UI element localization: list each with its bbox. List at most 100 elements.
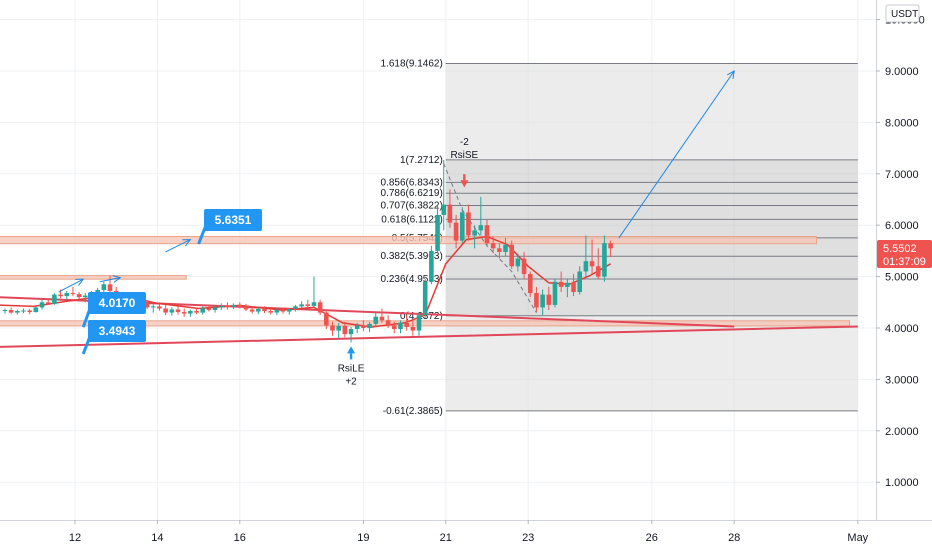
candle-body (466, 212, 471, 236)
currency-button[interactable] (885, 4, 920, 23)
projection-arrow[interactable] (99, 277, 121, 283)
currency-button-group[interactable]: USDT (885, 4, 920, 23)
candle-body (416, 315, 422, 331)
candle-body (478, 225, 484, 231)
fib-band (445, 219, 858, 238)
candle-body (527, 274, 533, 294)
candle-body (565, 282, 570, 287)
price-callout-box[interactable] (204, 209, 262, 231)
candle-body (293, 306, 298, 309)
fib-level-label: 1.618(9.1462) (381, 58, 443, 69)
candle-body (52, 294, 57, 304)
projection-arrow[interactable] (165, 239, 191, 253)
candle-body (175, 309, 181, 313)
x-tick-label: 26 (646, 532, 658, 544)
candle-body (280, 310, 286, 312)
candle-body (311, 302, 317, 306)
x-tick-label: 28 (728, 532, 740, 544)
candle-body (422, 281, 428, 316)
candles (2, 159, 613, 343)
candle-body (330, 325, 335, 331)
candle-body (348, 329, 354, 335)
candle-body (361, 325, 366, 328)
candle-body (509, 244, 515, 267)
x-tick-label: May (847, 532, 868, 544)
price-tag-countdown: 01:37:09 (883, 256, 926, 268)
candle-body (262, 308, 267, 312)
fib-level-label: 0.856(6.8343) (381, 177, 443, 188)
projection-arrowhead (75, 278, 85, 286)
trend-line[interactable] (0, 325, 858, 348)
candle-body (206, 308, 212, 311)
fib-level-label: 0.382(5.3963) (381, 251, 443, 262)
candle-body (558, 281, 564, 287)
price-callout-box[interactable] (88, 292, 146, 314)
price-callout-label: 4.0170 (99, 296, 136, 310)
projection-arrow[interactable] (58, 278, 84, 293)
candle-body (101, 284, 107, 290)
candle-body (552, 281, 558, 305)
price-callout-label: 3.4943 (99, 324, 136, 338)
candle-body (503, 244, 508, 252)
candle-body (577, 271, 582, 293)
price-zone[interactable] (0, 275, 187, 280)
price-zone[interactable] (0, 236, 818, 245)
candle-body (602, 243, 607, 277)
candle-body (256, 308, 261, 312)
candle-body (379, 316, 385, 321)
candle-body (299, 304, 304, 307)
fibonacci-extension[interactable]: 1.618(9.1462) 1(7.2712) 0.856(6.8343)0.786… (381, 58, 858, 417)
candle-body (540, 294, 545, 308)
fib-band (445, 193, 858, 206)
candle-body (583, 261, 589, 272)
y-tick-label: 4.0000 (885, 323, 919, 335)
candle-body (534, 293, 539, 308)
price-tag-bg (877, 240, 932, 268)
price-callout-label: 5.6351 (215, 213, 252, 227)
projection-arrow[interactable] (618, 70, 735, 239)
short-signal-label: -2 (460, 137, 469, 148)
y-tick-label: 6.0000 (885, 220, 919, 232)
fib-level-label: 0.707(6.3822) (381, 201, 443, 212)
candle-body (218, 305, 224, 308)
x-tick-label: 23 (522, 532, 534, 544)
x-tick-label: 16 (234, 532, 246, 544)
candle-body (392, 325, 397, 330)
candle-body (181, 312, 187, 314)
fib-level-label: 0.236(4.9533) (381, 274, 443, 285)
candle-body (33, 307, 39, 313)
candle-body (243, 306, 249, 310)
y-tick-label: 2.0000 (885, 426, 919, 438)
fib-band (445, 315, 858, 411)
candle-body (305, 304, 311, 306)
candle-body (27, 310, 32, 313)
y-tick-label: 3.0000 (885, 374, 919, 386)
candle-body (58, 294, 63, 297)
x-tick-label: 21 (440, 532, 452, 544)
long-signal-label: +2 (345, 376, 357, 387)
candle-body (595, 266, 601, 277)
annotations[interactable]: RsiLE +2 -2 RsiSE 5.6351 4.0170 3.4943 (58, 70, 735, 387)
candle-body (225, 305, 230, 307)
price-tag-price: 5.5502 (883, 243, 917, 255)
candle-body (45, 302, 51, 304)
candle-body (70, 293, 76, 295)
fib-band (445, 63, 858, 160)
long-signal-arrow (347, 346, 356, 354)
candle-body (571, 282, 576, 293)
candle-body (231, 304, 236, 307)
fib-band (445, 159, 858, 183)
projection-arrowhead (726, 70, 735, 79)
y-tick-label: 1.0000 (885, 477, 919, 489)
candle-body (373, 316, 379, 324)
short-signal-label: RsiSE (450, 150, 478, 161)
candle-body (21, 310, 26, 312)
candle-body (515, 258, 521, 267)
y-tick-label: 7.0000 (885, 169, 919, 181)
candle-body (521, 258, 527, 275)
currency-button-label: USDT (891, 9, 918, 20)
candle-body (385, 320, 391, 326)
price-callout-box[interactable] (88, 320, 146, 342)
candle-body (404, 322, 409, 327)
